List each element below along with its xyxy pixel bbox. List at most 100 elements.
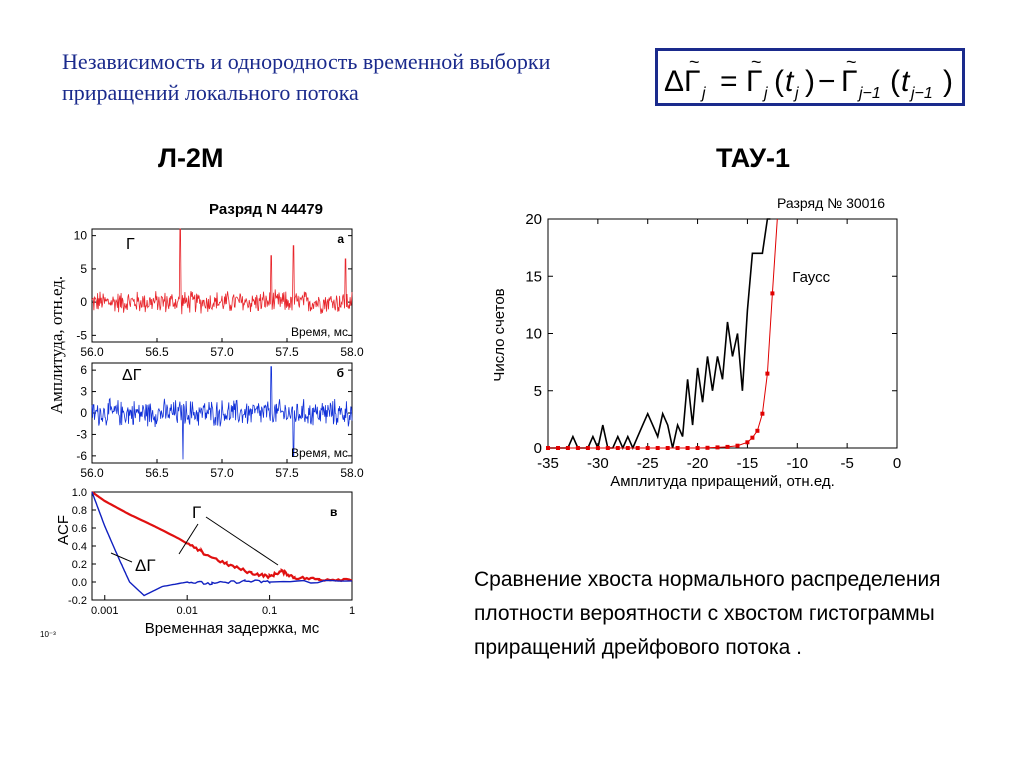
gauss-marker	[645, 446, 650, 450]
acf-xlabel: Временная задержка, мс	[145, 620, 320, 637]
formula-minus: −	[818, 65, 836, 98]
formula-gamma-3: Γ	[841, 65, 858, 98]
gauss-marker	[625, 446, 630, 450]
formula-delta: Δ	[664, 65, 684, 98]
formula-gamma-1: Γ	[684, 65, 701, 98]
y-tick-label: -3	[76, 427, 87, 441]
formula-sub-jm1-1: j−1	[857, 85, 881, 102]
caption: Сравнение хвоста нормального распределен…	[474, 568, 941, 659]
stray-label: 10⁻³	[40, 630, 56, 639]
y-tick-label: 6	[80, 363, 87, 377]
x-tick-label: 57.0	[210, 466, 234, 480]
gauss-marker	[695, 446, 700, 450]
gauss-marker	[585, 446, 590, 450]
y-tick-label: 0.2	[72, 559, 87, 571]
gauss-marker	[556, 446, 560, 450]
acf-ylabel: ACF	[55, 515, 72, 545]
x-tick-label: 58.0	[340, 345, 364, 359]
left-figure-ylabel: Амплитуда, отн.ед.	[47, 276, 66, 414]
panel-frame	[547, 218, 898, 449]
formula-t-2: t	[901, 65, 911, 98]
y-tick-label: 0	[534, 440, 542, 457]
x-tick-label: -5	[840, 455, 853, 472]
annotation-gamma: Γ	[192, 503, 201, 522]
x-tick-label: 57.5	[275, 345, 299, 359]
y-tick-label: 20	[525, 211, 542, 228]
inner-xlabel: Время, мс	[291, 325, 348, 339]
slide-title: Независимость и однородность временной в…	[62, 49, 551, 105]
series-line	[91, 366, 353, 460]
gauss-marker	[655, 446, 660, 450]
gauss-marker	[705, 445, 710, 450]
x-tick-label: 0	[893, 455, 901, 472]
formula-sub-j-3: j	[793, 85, 799, 102]
gauss-marker	[770, 291, 775, 296]
y-tick-label: 3	[80, 385, 87, 399]
gauss-marker	[675, 446, 680, 450]
x-tick-label: -25	[637, 455, 659, 472]
gauss-marker	[546, 446, 550, 450]
x-tick-label: 0.1	[262, 605, 277, 617]
formula-tilde-3: ~	[846, 52, 857, 72]
left-figure: Разряд N 44479 Амплитуда, отн.ед. 10⁻³ 1…	[40, 201, 364, 639]
y-tick-label: 0	[80, 295, 87, 309]
gauss-marker	[595, 446, 600, 450]
gauss-marker	[635, 446, 640, 450]
x-tick-label: 56.5	[145, 345, 169, 359]
formula-lp-1: (	[774, 65, 784, 98]
histogram-line	[548, 218, 771, 451]
gauss-marker	[685, 446, 690, 450]
formula-box: Δ Γ ~ j = Γ ~ j ( t j ) − Γ ~ j−1 ( t j−…	[655, 48, 965, 106]
formula-gamma-2: Γ	[746, 65, 763, 98]
gauss-marker	[765, 371, 770, 376]
gauss-marker	[665, 446, 670, 450]
y-tick-label: -5	[76, 328, 87, 342]
panel-c: 1.0 0.8 0.6 0.4 0.2 0.0 -0.2 0.001 0.01 0.1 1 ACF Вр…	[55, 487, 355, 637]
left-figure-title: Разряд N 44479	[209, 201, 323, 218]
hist-xlabel: Амплитуда приращений, отн.ед.	[610, 473, 835, 490]
y-tick-label: 0.0	[72, 577, 87, 589]
formula-lp-2: (	[890, 65, 900, 98]
inner-xlabel: Время, мс	[291, 446, 348, 460]
panel-a: 10 5 0 -5 56.0 56.5 57.0 57.5 58.0 а Γ Время, мс	[74, 228, 364, 359]
y-tick-label: 0	[80, 406, 87, 420]
arrow-dgamma	[110, 552, 133, 563]
y-tick-label: 0.6	[72, 523, 87, 535]
annotation-dgamma: ΔΓ	[135, 556, 156, 575]
series-label: Γ	[126, 236, 135, 253]
left-heading: Л-2М	[158, 143, 224, 173]
series-line	[91, 228, 353, 315]
gauss-marker	[605, 446, 610, 450]
x-tick-label: -20	[687, 455, 709, 472]
gauss-marker	[715, 445, 720, 450]
y-tick-label: -0.2	[68, 595, 87, 607]
formula-eq: =	[720, 65, 738, 98]
panel-label: б	[337, 366, 344, 380]
x-tick-label: -10	[786, 455, 808, 472]
y-tick-label: 5	[534, 383, 542, 400]
arrow-gamma-1	[178, 523, 199, 555]
x-tick-label: 0.001	[91, 605, 119, 617]
right-heading: ТАУ-1	[716, 143, 791, 173]
gauss-marker	[725, 444, 730, 449]
panel-label: а	[337, 232, 344, 246]
gauss-marker	[760, 411, 765, 416]
gauss-label: Гаусс	[792, 269, 830, 286]
formula-sub-j-2: j	[762, 85, 768, 102]
x-tick-label: 0.01	[176, 605, 197, 617]
y-tick-label: 5	[80, 262, 87, 276]
y-tick-label: 0.4	[72, 541, 87, 553]
formula-tilde-1: ~	[689, 52, 700, 72]
formula-tilde-2: ~	[751, 52, 762, 72]
formula-sub-jm1-2: j−1	[909, 85, 933, 102]
gauss-marker	[735, 443, 740, 448]
gauss-marker	[575, 446, 580, 450]
panel-label: в	[330, 505, 337, 519]
x-tick-label: -15	[737, 455, 759, 472]
hist-title: Разряд № 30016	[777, 195, 885, 211]
y-tick-label: 10	[74, 229, 88, 243]
y-tick-label: 15	[525, 268, 542, 285]
formula-rp-1: )	[805, 65, 815, 98]
acf-series-gamma	[91, 491, 353, 583]
